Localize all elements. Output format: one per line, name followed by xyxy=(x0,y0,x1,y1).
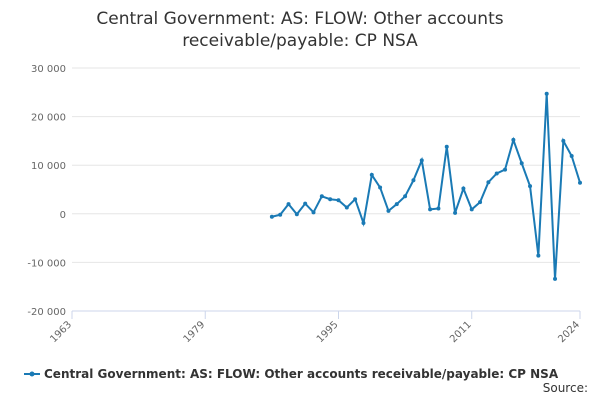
data-point xyxy=(319,194,324,199)
data-point xyxy=(469,207,474,212)
data-point xyxy=(328,197,333,202)
data-point xyxy=(353,197,358,202)
data-point xyxy=(444,144,449,149)
data-point xyxy=(286,202,291,207)
data-point xyxy=(478,200,483,205)
x-tick-label: 1995 xyxy=(315,319,341,345)
data-point xyxy=(519,161,524,166)
legend-label: Central Government: AS: FLOW: Other acco… xyxy=(44,367,559,381)
y-tick-label: 30 000 xyxy=(31,64,66,75)
legend-marker xyxy=(29,371,35,377)
data-point xyxy=(503,167,508,172)
data-point xyxy=(419,158,424,163)
series-line xyxy=(271,93,581,279)
data-point xyxy=(553,276,558,281)
data-point xyxy=(544,91,549,96)
data-point xyxy=(461,186,466,191)
data-point xyxy=(453,210,458,215)
data-point xyxy=(394,202,399,207)
data-point xyxy=(386,208,391,213)
data-point xyxy=(303,201,308,206)
data-point xyxy=(494,171,499,176)
data-point xyxy=(486,180,491,185)
data-point xyxy=(269,214,274,219)
x-tick-label: 2024 xyxy=(556,319,582,345)
data-point xyxy=(344,205,349,210)
y-tick-label: 0 xyxy=(60,210,66,221)
source-note: Source: xyxy=(543,381,588,395)
data-point xyxy=(294,212,299,217)
x-tick-label: 2011 xyxy=(448,319,474,345)
data-point xyxy=(336,198,341,203)
data-point xyxy=(369,172,374,177)
data-point xyxy=(578,180,582,185)
data-point xyxy=(528,184,533,189)
data-point xyxy=(361,221,366,226)
data-point xyxy=(311,210,316,215)
data-point xyxy=(536,253,541,258)
data-point xyxy=(428,207,433,212)
data-point xyxy=(569,153,574,158)
data-point xyxy=(403,194,408,199)
data-point xyxy=(378,185,383,190)
data-point xyxy=(561,138,566,143)
x-tick-label: 1963 xyxy=(48,319,74,345)
y-tick-label: 10 000 xyxy=(31,161,66,172)
data-point xyxy=(411,178,416,183)
y-tick-label: -10 000 xyxy=(27,258,66,269)
x-tick-label: 1979 xyxy=(182,319,208,345)
data-point xyxy=(278,212,283,217)
y-tick-label: -20 000 xyxy=(27,307,66,318)
y-tick-label: 20 000 xyxy=(31,113,66,124)
data-point xyxy=(436,206,441,211)
chart-title: Central Government: AS: FLOW: Other acco… xyxy=(96,9,503,51)
data-point xyxy=(511,137,516,142)
